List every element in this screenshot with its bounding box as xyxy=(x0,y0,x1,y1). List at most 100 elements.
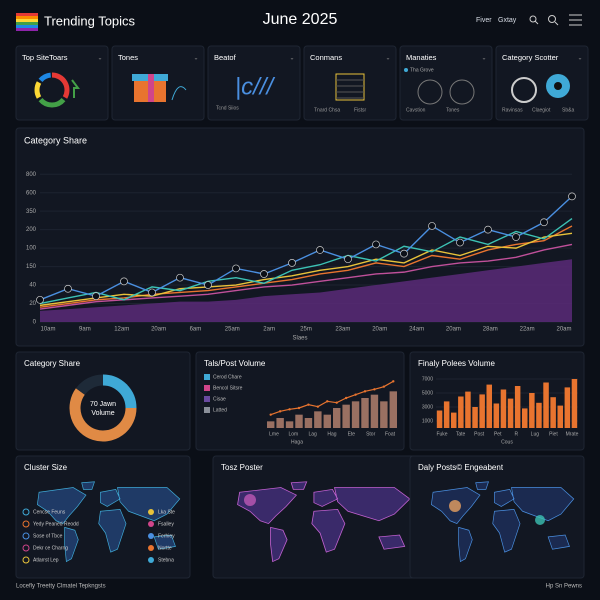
nav-link[interactable]: Fiver xyxy=(476,17,492,24)
map xyxy=(237,481,411,563)
legend-icon xyxy=(148,521,154,527)
legend-label: Yedy Peaned Reodd xyxy=(33,521,79,527)
chart-title: Finaly Polees Volume xyxy=(418,359,495,368)
bar xyxy=(333,408,341,428)
bar xyxy=(389,391,397,428)
y-tick-label: 40 xyxy=(29,283,36,289)
line xyxy=(39,243,573,310)
point-marker xyxy=(363,390,367,393)
y-tick-label: 600 xyxy=(26,190,37,196)
chevron: ⌄ xyxy=(385,56,390,62)
bar xyxy=(564,387,571,428)
legend-label: Cencse Feuns xyxy=(33,509,66,515)
legend-icon xyxy=(22,556,30,564)
legend-label: Lka Ste xyxy=(158,509,175,515)
legend-icon xyxy=(148,557,154,563)
card-legend: Tha Grove xyxy=(410,67,434,73)
x-tick-label: 20am xyxy=(556,327,571,333)
point-marker xyxy=(354,393,357,396)
card-art: |c/// xyxy=(235,73,276,100)
line xyxy=(39,232,573,307)
search-icon[interactable] xyxy=(548,15,559,26)
bar xyxy=(380,401,388,428)
map-highlight xyxy=(244,494,256,506)
x-axis-title: Haga xyxy=(291,439,303,445)
point-marker xyxy=(64,284,72,293)
point-marker xyxy=(428,222,436,230)
x-axis-title: Cous xyxy=(501,439,513,445)
point-marker xyxy=(288,259,296,267)
bar xyxy=(451,412,457,428)
bar xyxy=(285,421,294,428)
date: June 2025 xyxy=(263,11,338,28)
point-marker xyxy=(297,406,301,410)
footer-text: Locefly Treetty Clmatel Tepkngsts xyxy=(16,584,106,590)
chart-title: Category Share xyxy=(24,135,87,145)
point-marker xyxy=(344,396,348,400)
icon xyxy=(554,82,562,90)
map xyxy=(430,481,575,563)
x-tick-label: Stor xyxy=(366,431,376,437)
x-tick-label: 9am xyxy=(79,327,91,333)
bar xyxy=(514,386,521,428)
y-tick-label: 1000 xyxy=(422,418,433,424)
nav-link[interactable]: Gxtay xyxy=(498,17,517,24)
card-caption: Tones xyxy=(446,107,460,113)
legend-icon xyxy=(148,545,154,551)
chart-title: Category Share xyxy=(24,359,81,368)
search-icon[interactable] xyxy=(529,15,539,25)
bar xyxy=(500,389,507,428)
y-tick-label: 350 xyxy=(26,209,37,215)
card-title: Conmans xyxy=(310,53,342,62)
y-tick-label: 0 xyxy=(33,320,37,326)
legend-label: Ferhiey xyxy=(158,533,175,539)
card-title: Beatof xyxy=(214,53,237,62)
chevron: ⌄ xyxy=(577,56,582,62)
bar xyxy=(304,418,313,428)
y-tick-label: 7000 xyxy=(422,376,433,382)
card-title: Category Scotter xyxy=(502,53,559,62)
point-marker xyxy=(512,233,520,241)
point-marker xyxy=(344,255,352,264)
line xyxy=(39,217,573,305)
x-tick-label: Pet xyxy=(494,431,502,437)
point-marker xyxy=(484,225,492,234)
bar xyxy=(370,394,379,428)
x-tick-label: Post xyxy=(474,431,485,437)
app-title: Trending Topics xyxy=(44,13,136,28)
legend-swatch xyxy=(204,396,210,402)
legend-label: Bencol Sitsre xyxy=(213,385,243,391)
card-caption: Fistsr xyxy=(354,107,367,113)
point-marker xyxy=(148,288,156,297)
bar xyxy=(458,396,464,428)
panel xyxy=(303,45,397,121)
line xyxy=(39,195,573,301)
icon xyxy=(148,74,154,102)
content: Top SiteToars ⌄ Tones ⌄ Beatof ⌄ |c/// Tcnd Sii… xyxy=(15,45,589,590)
bar xyxy=(522,408,528,428)
x-tick-label: Hag xyxy=(327,431,336,437)
y-tick-label: 5000 xyxy=(422,390,433,396)
icon xyxy=(417,79,443,105)
bar xyxy=(479,394,485,428)
y-tick-label: 20 xyxy=(29,301,36,307)
point-marker xyxy=(316,246,324,254)
x-tick-label: Foat xyxy=(385,431,396,437)
donut-center-label: 70 Jawn xyxy=(90,401,116,408)
bar xyxy=(550,397,556,428)
footer-text: Hp Sn Pewns xyxy=(546,584,582,590)
x-tick-label: 10am xyxy=(40,327,55,333)
menu-icon[interactable] xyxy=(569,14,582,26)
legend-label: Nortte xyxy=(158,545,172,551)
bar xyxy=(295,414,303,428)
x-tick-label: Fuke xyxy=(436,431,447,437)
x-tick-label: Tate xyxy=(456,431,466,437)
legend-label: Fsalley xyxy=(158,521,174,527)
y-tick-label: 150 xyxy=(26,264,37,270)
bar xyxy=(472,407,478,428)
chart-title: Tals/Post Volume xyxy=(204,359,266,368)
map-title: Daly Posts© Engeabent xyxy=(418,463,504,472)
card-caption: Ravinsas xyxy=(502,107,523,113)
y-tick-label: 100 xyxy=(26,246,37,252)
legend-swatch xyxy=(204,407,210,413)
